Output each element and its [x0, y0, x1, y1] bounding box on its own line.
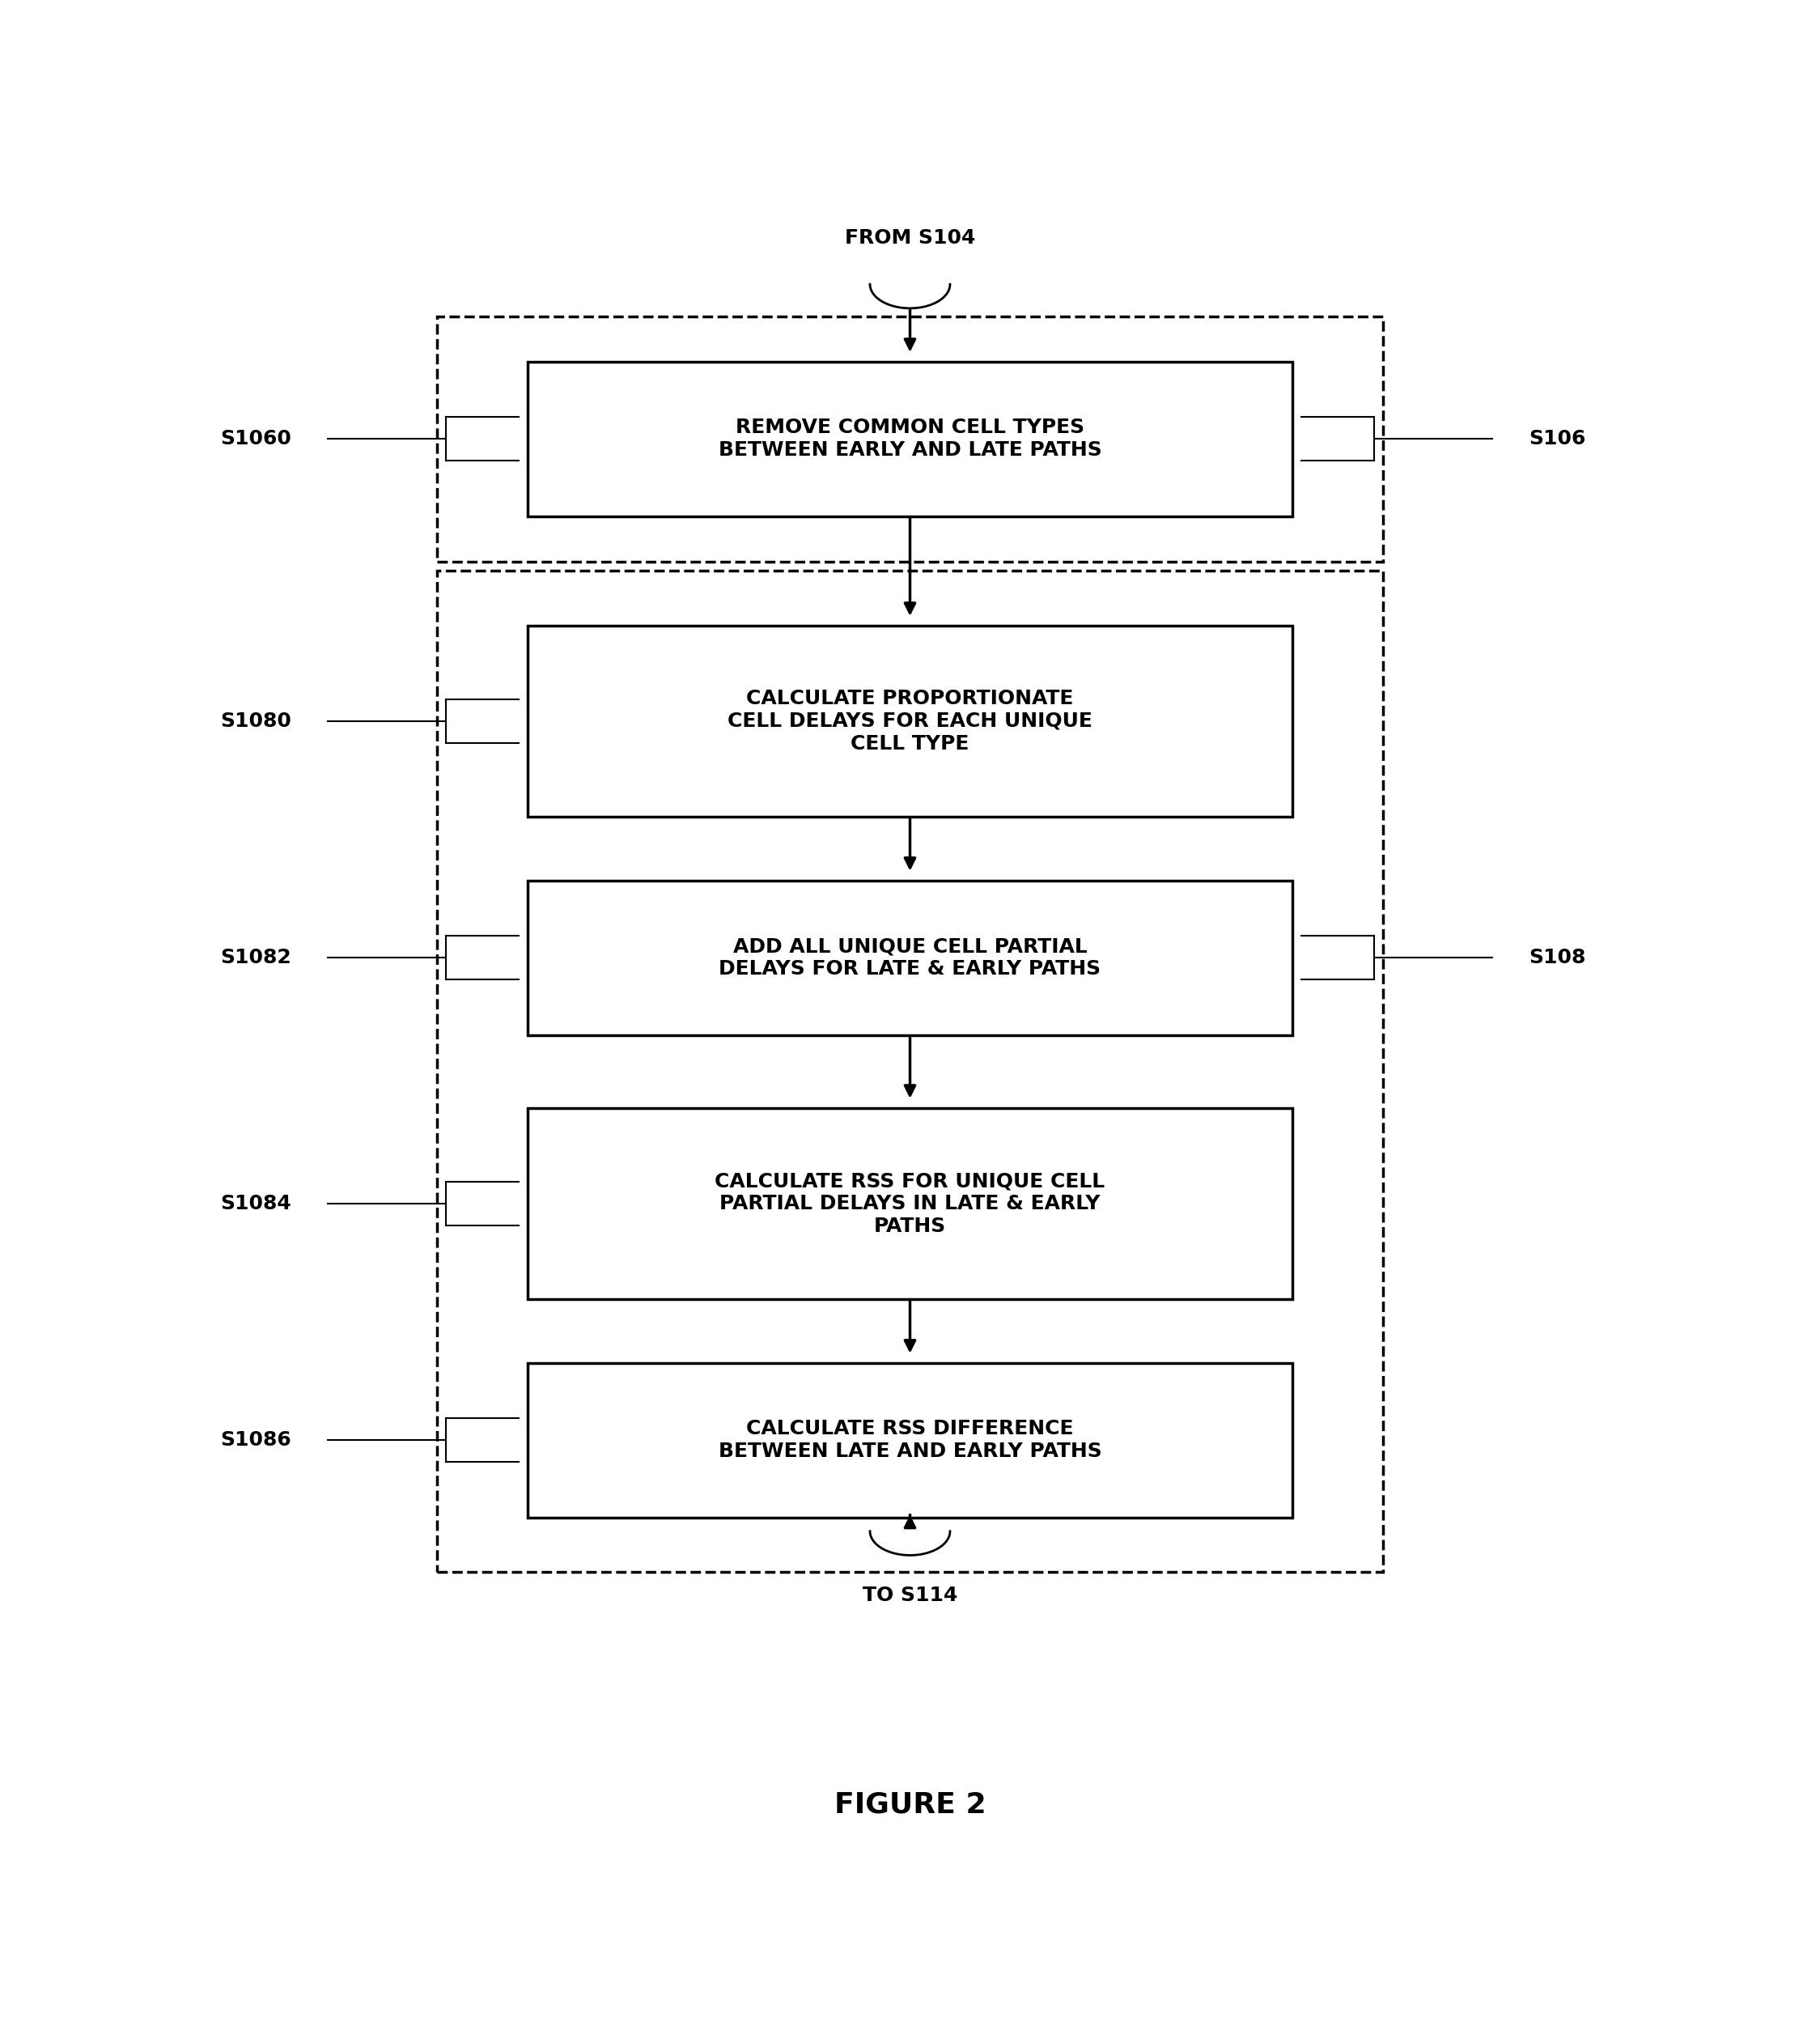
Text: S1086: S1086	[220, 1430, 291, 1451]
Text: CALCULATE PROPORTIONATE
CELL DELAYS FOR EACH UNIQUE
CELL TYPE: CALCULATE PROPORTIONATE CELL DELAYS FOR …	[728, 688, 1092, 754]
Text: S1084: S1084	[220, 1193, 291, 1214]
Text: S108: S108	[1529, 948, 1585, 968]
Text: S1080: S1080	[220, 711, 291, 731]
Text: CALCULATE RSS FOR UNIQUE CELL
PARTIAL DELAYS IN LATE & EARLY
PATHS: CALCULATE RSS FOR UNIQUE CELL PARTIAL DE…	[715, 1171, 1105, 1236]
Text: FIGURE 2: FIGURE 2	[834, 1790, 986, 1818]
FancyBboxPatch shape	[528, 625, 1292, 817]
Text: S1082: S1082	[220, 948, 291, 968]
Text: FROM S104: FROM S104	[844, 229, 976, 247]
Text: CALCULATE RSS DIFFERENCE
BETWEEN LATE AND EARLY PATHS: CALCULATE RSS DIFFERENCE BETWEEN LATE AN…	[719, 1420, 1101, 1461]
Text: TO S114: TO S114	[863, 1585, 957, 1606]
Text: ADD ALL UNIQUE CELL PARTIAL
DELAYS FOR LATE & EARLY PATHS: ADD ALL UNIQUE CELL PARTIAL DELAYS FOR L…	[719, 938, 1101, 979]
FancyBboxPatch shape	[528, 881, 1292, 1036]
Text: REMOVE COMMON CELL TYPES
BETWEEN EARLY AND LATE PATHS: REMOVE COMMON CELL TYPES BETWEEN EARLY A…	[719, 419, 1101, 460]
Text: S106: S106	[1529, 429, 1585, 449]
Text: S1060: S1060	[220, 429, 291, 449]
FancyBboxPatch shape	[528, 1363, 1292, 1518]
FancyBboxPatch shape	[528, 362, 1292, 517]
FancyBboxPatch shape	[528, 1107, 1292, 1299]
